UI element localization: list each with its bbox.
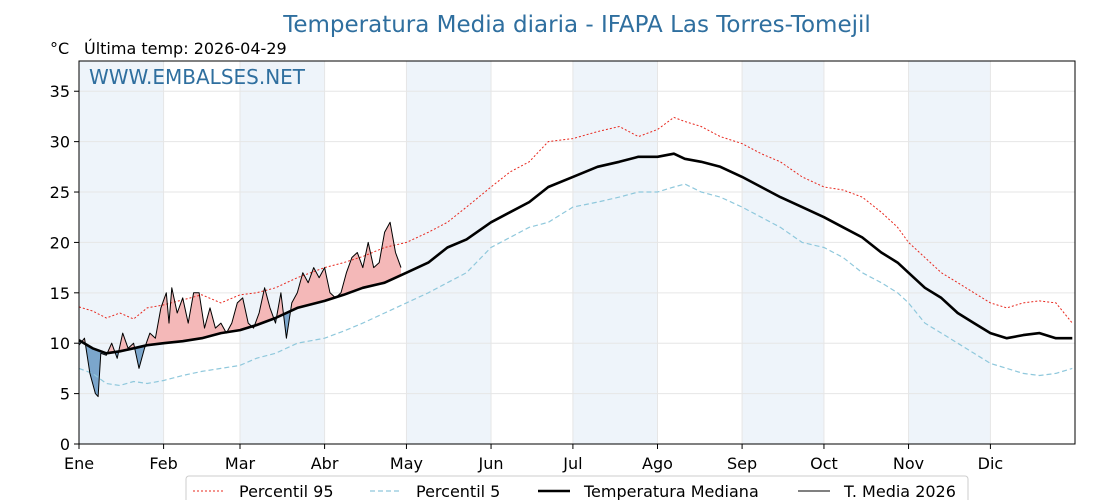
fill-above-median xyxy=(227,297,252,333)
series-percentil-95 xyxy=(78,116,1073,324)
plot-area: 0 5 10 15 20 25 30 35 Ene Feb Mar Abr May Jun Jul Ago Se… xyxy=(50,60,1076,473)
month-band xyxy=(572,61,658,444)
last-temp-label: Última temp: 2026-04-29 xyxy=(84,39,287,58)
x-tick-label: Dic xyxy=(978,454,1004,473)
y-tick-label: 25 xyxy=(50,183,70,202)
x-tick-label: Oct xyxy=(810,454,838,473)
legend-label: Temperatura Mediana xyxy=(583,482,759,500)
legend-label: Percentil 5 xyxy=(416,482,500,500)
y-tick-label: 30 xyxy=(50,133,70,152)
month-band xyxy=(406,61,492,444)
unit-label: °C xyxy=(50,39,69,58)
fill-below-median xyxy=(134,345,146,369)
y-tick-label: 0 xyxy=(60,435,70,454)
x-tick-label: Nov xyxy=(893,454,924,473)
legend-label: T. Media 2026 xyxy=(843,482,956,500)
x-tick-label: May xyxy=(390,454,423,473)
month-band xyxy=(239,61,325,444)
fill-below-median xyxy=(283,311,291,339)
month-band xyxy=(79,61,164,444)
y-tick-label: 35 xyxy=(50,82,70,101)
y-tick-label: 10 xyxy=(50,334,70,353)
x-tick-label: Sep xyxy=(727,454,757,473)
fill-above-median xyxy=(255,287,274,326)
y-tick-label: 20 xyxy=(50,233,70,252)
fill-below-median xyxy=(85,344,107,397)
fill-above-median xyxy=(119,333,135,352)
fill-above-median xyxy=(107,343,115,354)
y-tick-label: 15 xyxy=(50,284,70,303)
legend: Percentil 95 Percentil 5 Temperatura Media… xyxy=(185,475,969,500)
x-tick-label: Feb xyxy=(149,454,177,473)
fill-below-median xyxy=(115,351,119,359)
chart-title: Temperatura Media diaria - IFAPA Las Tor… xyxy=(282,12,871,38)
month-band xyxy=(742,61,824,444)
fill-above-median xyxy=(145,287,226,346)
fill-above-median xyxy=(336,222,401,297)
x-tick-label: Mar xyxy=(225,454,256,473)
x-tick-label: Ene xyxy=(64,454,94,473)
series-temperatura-mediana xyxy=(78,152,1073,355)
series-t-media-2026 xyxy=(78,221,402,398)
legend-label: Percentil 95 xyxy=(239,482,334,500)
x-tick-label: Jul xyxy=(562,454,582,473)
x-tick-label: Jun xyxy=(478,454,504,473)
legend-box xyxy=(185,475,969,500)
plot-frame xyxy=(78,60,1076,445)
watermark: WWW.EMBALSES.NET xyxy=(89,65,306,89)
series-percentil-5 xyxy=(78,183,1073,387)
month-band xyxy=(908,61,991,444)
x-tick-label: Ago xyxy=(642,454,673,473)
x-tick-label: Abr xyxy=(311,454,339,473)
y-tick-label: 5 xyxy=(60,385,70,404)
